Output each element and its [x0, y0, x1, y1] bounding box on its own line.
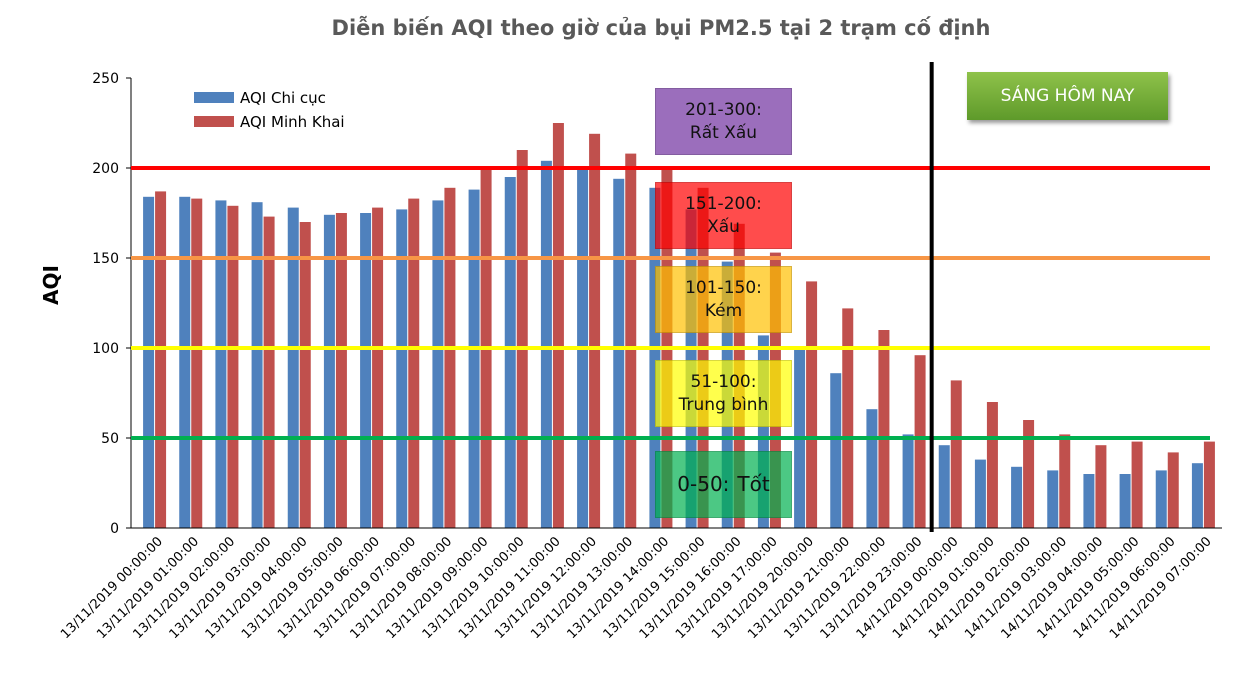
aqi-level-box: 0-50: Tốt: [655, 451, 792, 518]
bar-chi-cuc: [902, 434, 914, 528]
aqi-level-box: 51-100: Trung bình: [655, 360, 792, 427]
y-tick-label: 200: [92, 161, 119, 177]
bar-minh-khai: [878, 330, 890, 528]
bar-minh-khai: [227, 205, 239, 529]
bar-chi-cuc: [1083, 474, 1095, 528]
aqi-level-box: 151-200: Xấu: [655, 182, 792, 249]
bar-minh-khai: [516, 150, 528, 528]
bar-chi-cuc: [866, 409, 878, 528]
bar-minh-khai: [299, 222, 311, 528]
bar-chi-cuc: [287, 207, 299, 528]
bar-minh-khai: [950, 380, 962, 528]
bar-chi-cuc: [830, 373, 842, 528]
aqi-level-label: Trung bình: [678, 394, 769, 415]
bar-chi-cuc: [468, 189, 480, 528]
bar-minh-khai: [191, 198, 203, 528]
aqi-level-range: 0-50:: [677, 472, 730, 496]
y-axis-label: AQI: [39, 265, 63, 305]
bar-chi-cuc: [1119, 474, 1131, 528]
bar-chi-cuc: [396, 209, 408, 528]
bar-minh-khai: [1203, 441, 1215, 528]
aqi-level-range: 201-300:: [685, 99, 762, 120]
bar-chi-cuc: [757, 335, 769, 528]
legend-label: AQI Minh Khai: [240, 113, 345, 131]
bar-minh-khai: [1023, 420, 1035, 528]
aqi-level-box: 101-150: Kém: [655, 266, 792, 333]
aqi-level-label: Tốt: [737, 472, 770, 496]
legend-swatch: [194, 116, 234, 127]
bar-minh-khai: [842, 308, 854, 528]
bar-minh-khai: [986, 402, 998, 528]
bar-chi-cuc: [974, 459, 986, 528]
now-label: SÁNG HÔM NAY: [967, 72, 1168, 120]
bar-minh-khai: [372, 207, 384, 528]
bar-minh-khai: [914, 355, 926, 528]
y-tick-label: 100: [92, 341, 119, 357]
y-tick-label: 250: [92, 71, 119, 87]
bar-minh-khai: [1167, 452, 1179, 528]
aqi-level-range: 51-100:: [690, 371, 757, 392]
bar-chi-cuc: [938, 445, 950, 528]
bar-minh-khai: [589, 133, 601, 529]
bar-minh-khai: [552, 123, 564, 528]
bar-chi-cuc: [432, 200, 444, 528]
bar-chi-cuc: [649, 187, 661, 529]
bar-minh-khai: [697, 187, 709, 529]
aqi-level-box: 201-300: Rất Xấu: [655, 88, 792, 155]
bar-chi-cuc: [540, 160, 552, 529]
bar-chi-cuc: [215, 200, 227, 528]
bar-minh-khai: [408, 198, 420, 528]
aqi-level-range: 101-150:: [685, 277, 762, 298]
y-tick-label: 150: [92, 251, 119, 267]
bar-chi-cuc: [323, 214, 335, 529]
aqi-level-label: Kém: [704, 300, 743, 321]
bar-minh-khai: [263, 216, 275, 528]
aqi-level-label: Xấu: [707, 216, 740, 237]
chart-title: Diễn biến AQI theo giờ của bụi PM2.5 tại…: [332, 16, 991, 40]
legend-label: AQI Chi cục: [240, 89, 326, 107]
bar-minh-khai: [444, 187, 456, 529]
y-tick-label: 50: [101, 431, 119, 447]
bar-chi-cuc: [1155, 470, 1167, 528]
bar-chi-cuc: [360, 213, 372, 528]
bar-minh-khai: [625, 153, 637, 528]
aqi-level-range: 151-200:: [685, 193, 762, 214]
bar-minh-khai: [1059, 434, 1071, 528]
bar-minh-khai: [806, 281, 818, 528]
bar-chi-cuc: [179, 196, 191, 529]
bar-minh-khai: [1095, 445, 1107, 528]
aqi-level-label: Rất Xấu: [689, 122, 758, 143]
bar-chi-cuc: [143, 196, 155, 529]
bar-minh-khai: [1131, 441, 1143, 528]
y-tick-label: 0: [110, 521, 119, 537]
bar-chi-cuc: [504, 177, 516, 528]
bar-minh-khai: [155, 191, 167, 528]
bar-minh-khai: [335, 213, 347, 528]
bar-chi-cuc: [251, 202, 263, 528]
legend-swatch: [194, 92, 234, 103]
bar-chi-cuc: [613, 178, 625, 529]
bar-chi-cuc: [1011, 466, 1023, 528]
bar-chi-cuc: [1191, 463, 1203, 528]
bar-chi-cuc: [1047, 470, 1059, 528]
